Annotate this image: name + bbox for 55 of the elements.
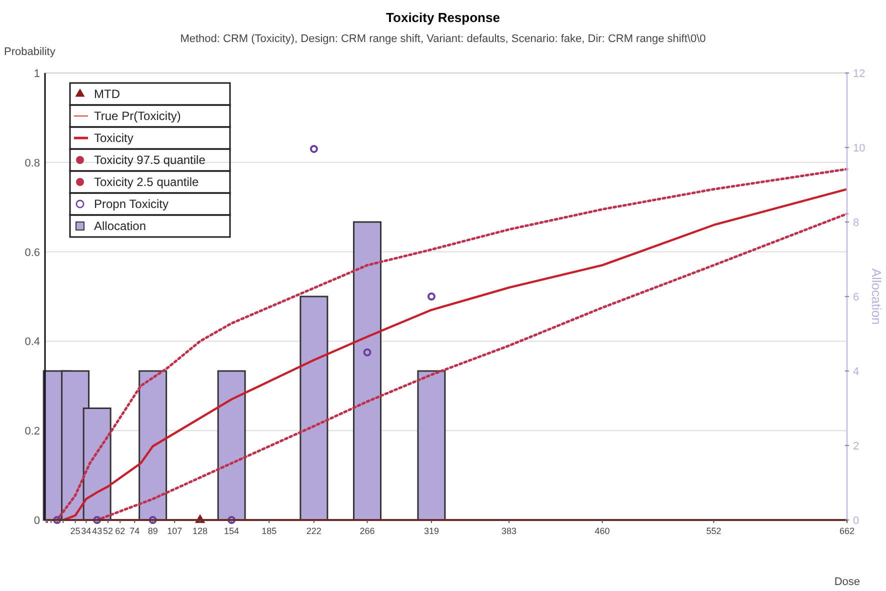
x-tick-label: 107 xyxy=(167,526,182,536)
point xyxy=(427,292,436,300)
point xyxy=(148,516,157,524)
y-tick-label: 0.8 xyxy=(24,157,40,170)
legend-label: Propn Toxicity xyxy=(94,197,168,211)
x-tick-label: 319 xyxy=(424,526,439,536)
y-tick-label: 0.2 xyxy=(24,426,40,438)
bar xyxy=(417,370,446,521)
y-tick-label: 0.6 xyxy=(24,246,40,259)
y2-tick-label: 6 xyxy=(853,292,860,304)
legend-label: Allocation xyxy=(94,219,146,233)
point xyxy=(363,348,372,356)
y2-tick-label: 10 xyxy=(853,142,866,154)
legend-label: MTD xyxy=(94,87,120,101)
x-tick-label: 552 xyxy=(706,526,722,536)
x-tick-label: 460 xyxy=(594,526,610,536)
point xyxy=(228,516,236,524)
x-tick-label: 89 xyxy=(148,526,158,536)
x-tick-label: 34 xyxy=(81,526,92,536)
x-tick-label: 266 xyxy=(360,526,375,536)
y-tick-label: 1 xyxy=(34,68,40,80)
x-tick-label: 74 xyxy=(130,526,140,536)
bar xyxy=(138,370,168,521)
x-tick-label: 154 xyxy=(224,526,240,536)
chart-title: Toxicity Response xyxy=(386,10,500,25)
x-tick-label: 62 xyxy=(115,526,126,536)
legend-label: Toxicity 2.5 quantile xyxy=(94,175,200,189)
x-tick-label: 25 xyxy=(70,526,80,536)
bar xyxy=(217,370,246,521)
legend-label: Toxicity xyxy=(94,131,134,145)
y2-tick-label: 12 xyxy=(853,68,866,80)
y-tick-label: 0.4 xyxy=(24,336,40,348)
y2-axis-title: Allocation xyxy=(869,268,884,325)
y-tick-label: 0 xyxy=(34,515,40,527)
bar xyxy=(353,221,382,521)
y2-tick-label: 8 xyxy=(853,217,860,229)
y2-tick-label: 0 xyxy=(853,515,860,527)
y2-tick-label: 4 xyxy=(853,366,860,378)
legend-label: Toxicity 97.5 quantile xyxy=(94,153,206,167)
x-tick-label: 662 xyxy=(839,526,855,536)
x-tick-label: 383 xyxy=(501,526,517,536)
x-tick-label: 52 xyxy=(102,526,114,536)
chart-subtitle: Method: CRM (Toxicity), Design: CRM range shift, Variant: defaults, Scenario: fake, Dir: CRM range shift\0\0 xyxy=(180,33,706,45)
y2-tick-label: 2 xyxy=(853,440,860,452)
point xyxy=(310,145,318,153)
x-tick-label: 43 xyxy=(92,526,102,536)
y-axis-title: Probability xyxy=(4,46,56,58)
point xyxy=(53,516,62,524)
x-tick-label: 128 xyxy=(192,526,208,536)
x-axis-title: Dose xyxy=(834,576,860,588)
x-tick-label: 185 xyxy=(262,526,277,536)
point xyxy=(93,516,102,524)
legend-label: True Pr(Toxicity) xyxy=(94,109,181,123)
x-tick-label: 222 xyxy=(306,526,322,536)
bar xyxy=(300,296,328,521)
